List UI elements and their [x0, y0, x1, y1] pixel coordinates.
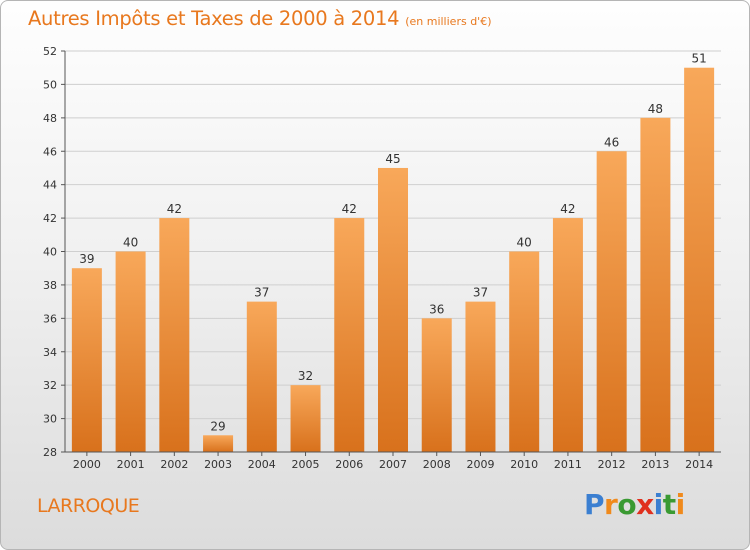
value-label: 29 [210, 419, 225, 433]
bar [290, 385, 321, 452]
value-label: 39 [79, 252, 94, 266]
value-label: 40 [517, 236, 532, 250]
bar [421, 318, 452, 452]
value-label: 42 [167, 202, 182, 216]
logo-letter: r [604, 488, 618, 521]
logo-letter: i [653, 488, 664, 521]
y-tick-label: 44 [43, 179, 57, 192]
x-tick-label: 2014 [685, 458, 713, 471]
y-tick-label: 52 [43, 45, 57, 58]
value-label: 37 [473, 286, 488, 300]
y-tick-label: 40 [43, 246, 57, 259]
x-tick-label: 2006 [335, 458, 363, 471]
y-tick-label: 36 [43, 312, 57, 325]
value-label: 46 [604, 135, 619, 149]
y-tick-label: 46 [43, 145, 57, 158]
y-tick-label: 48 [43, 112, 57, 125]
bar [596, 151, 627, 452]
bar [465, 301, 496, 452]
x-tick-label: 2005 [292, 458, 320, 471]
x-tick-label: 2013 [641, 458, 669, 471]
bar [509, 251, 540, 452]
x-tick-label: 2002 [160, 458, 188, 471]
bar [684, 67, 715, 452]
logo-letter: P [584, 488, 605, 521]
value-label: 45 [385, 152, 400, 166]
chart-unit: (en milliers d'€) [405, 15, 492, 28]
commune-name: LARROQUE [37, 495, 140, 517]
bar [115, 251, 146, 452]
y-tick-label: 50 [43, 78, 57, 91]
x-tick-label: 2012 [598, 458, 626, 471]
bar [378, 167, 408, 453]
logo-letter: t [662, 488, 676, 521]
logo-letter: x [636, 488, 654, 521]
y-tick-label: 30 [43, 413, 57, 426]
value-label: 42 [560, 202, 575, 216]
chart-title-row: Autres Impôts et Taxes de 2000 à 2014 (en… [28, 7, 491, 30]
x-tick-label: 2003 [204, 458, 232, 471]
x-tick-label: 2008 [423, 458, 451, 471]
x-tick-label: 2007 [379, 458, 407, 471]
bar [246, 301, 277, 452]
y-tick-label: 28 [43, 446, 57, 459]
bar [71, 268, 102, 452]
x-tick-label: 2000 [73, 458, 101, 471]
y-tick-label: 34 [43, 346, 57, 359]
proxiti-logo: Proxiti [584, 488, 685, 521]
value-label: 51 [691, 52, 706, 66]
logo-letter: o [617, 488, 637, 521]
x-tick-label: 2011 [554, 458, 582, 471]
x-tick-label: 2001 [117, 458, 145, 471]
bar [334, 218, 365, 452]
logo-letter: i [675, 488, 686, 521]
value-label: 42 [342, 202, 357, 216]
value-label: 37 [254, 286, 269, 300]
value-label: 32 [298, 369, 313, 383]
x-tick-label: 2009 [466, 458, 494, 471]
y-tick-label: 38 [43, 279, 57, 292]
value-label: 48 [648, 102, 663, 116]
bar [159, 218, 190, 452]
y-tick-label: 32 [43, 379, 57, 392]
x-tick-label: 2010 [510, 458, 538, 471]
chart-title: Autres Impôts et Taxes de 2000 à 2014 [28, 7, 400, 30]
x-tick-label: 2004 [248, 458, 276, 471]
bar [640, 117, 671, 452]
y-tick-label: 42 [43, 212, 57, 225]
bar [552, 218, 583, 452]
bar [203, 435, 234, 452]
value-label: 40 [123, 236, 138, 250]
value-label: 36 [429, 302, 444, 316]
